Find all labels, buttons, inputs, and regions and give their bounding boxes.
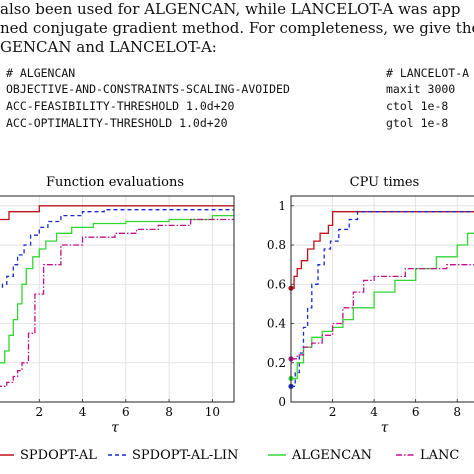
algencan-setting-line: ACC-OPTIMALITY-THRESHOLD 1.0d+20 [6, 116, 228, 130]
series-line-lancelot [0, 218, 234, 387]
x-axis-label: τ [381, 420, 389, 436]
plot-frame [290, 195, 474, 403]
series-line-algencan [291, 232, 474, 380]
y-tick-label: 0.8 [267, 238, 286, 252]
series-line-spdopt-al [0, 205, 234, 221]
plot-frame [0, 195, 235, 403]
series-line-spdopt-al-lin [0, 209, 234, 289]
lancelot-setting-line: ctol 1e-8 [386, 99, 449, 113]
x-axis-label: τ [111, 420, 119, 436]
chart-title: CPU times [350, 175, 420, 190]
algencan-setting-line: OBJECTIVE-AND-CONSTRAINTS-SCALING-AVOIDE… [6, 82, 290, 96]
paragraph-line-1: also been used for ALGENCAN, while LANCE… [0, 0, 461, 18]
algencan-settings-header: # ALGENCAN [6, 66, 76, 80]
lancelot-settings-header: # LANCELOT-A [386, 66, 470, 80]
x-tick-label: 2 [329, 405, 337, 419]
y-tick-label: 0.4 [267, 317, 286, 331]
chart-cpu-times: CPU times 2 4 6 8 0 0.2 0.4 0.6 0.8 1 τ [267, 175, 474, 436]
x-tick-label: 4 [370, 405, 378, 419]
series-line-lancelot [291, 264, 474, 360]
y-tick-label: 0.2 [267, 356, 286, 370]
series-line-algencan [0, 214, 234, 364]
x-tick-label: 6 [122, 405, 130, 419]
algencan-setting-line: ACC-FEASIBILITY-THRESHOLD 1.0d+20 [6, 99, 235, 113]
lancelot-setting-line: maxit 3000 [386, 82, 456, 96]
lancelot-setting-line: gtol 1e-8 [386, 116, 449, 130]
y-tick-label: 0.6 [267, 277, 286, 291]
x-tick-label: 8 [453, 405, 461, 419]
legend-label-spdopt-al-lin: SPDOPT-AL-LIN [132, 448, 238, 463]
paragraph-line-3: GENCAN and LANCELOT-A: [0, 38, 217, 56]
x-tick-label: 8 [165, 405, 173, 419]
x-tick-label: 6 [412, 405, 420, 419]
y-tick-label: 1 [278, 199, 286, 213]
legend-label-lancelot: LANC [420, 448, 459, 463]
x-tick-label: 10 [205, 405, 220, 419]
x-tick-label: 4 [79, 405, 87, 419]
legend-label-algencan: ALGENCAN [291, 448, 372, 463]
series-line-spdopt-al [291, 211, 474, 289]
y-tick-label: 0 [278, 395, 286, 409]
series-line-spdopt-al-lin [291, 211, 474, 387]
chart-function-evaluations: Function evaluations 2 4 6 8 10 τ [0, 175, 235, 436]
legend: SPDOPT-AL SPDOPT-AL-LIN ALGENCAN LANC [0, 448, 459, 463]
paragraph-line-2: ned conjugate gradient method. For compl… [0, 19, 474, 37]
chart-title: Function evaluations [46, 175, 184, 190]
legend-label-spdopt-al: SPDOPT-AL [20, 448, 97, 463]
x-tick-label: 2 [35, 405, 43, 419]
